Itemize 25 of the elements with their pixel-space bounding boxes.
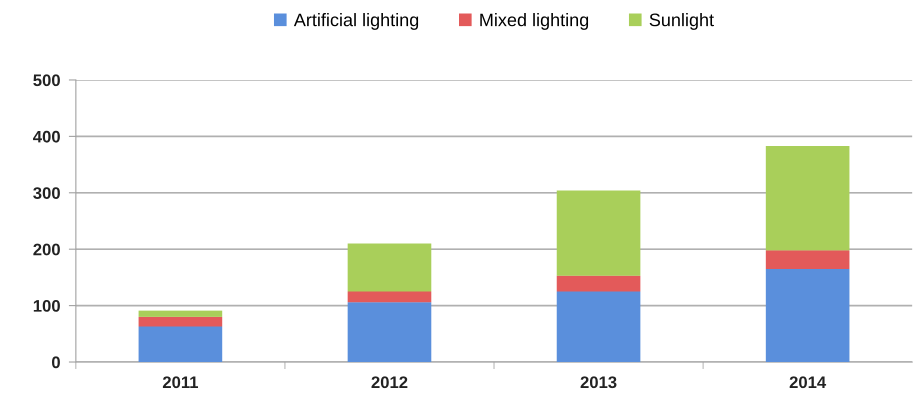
y-tick-label: 0 — [52, 356, 60, 368]
bar — [766, 268, 850, 362]
y-tick-label: 100 — [34, 300, 60, 312]
y-tick-label: 300 — [33, 187, 60, 200]
bar — [348, 244, 432, 292]
bar — [348, 302, 432, 362]
x-tick-label: 2014 — [790, 376, 826, 388]
bar — [766, 146, 850, 250]
legend-label: Mixed lighting — [480, 13, 588, 30]
bar — [138, 310, 222, 317]
x-tick-label: 2012 — [372, 376, 408, 388]
legend-label: Artificial lighting — [294, 13, 418, 30]
x-tick-label: 2013 — [580, 376, 616, 388]
x-tick-label: 2011 — [162, 376, 198, 388]
y-tick-label: 400 — [33, 130, 60, 143]
bar — [138, 326, 222, 362]
y-tick-label: 200 — [33, 244, 60, 256]
bar — [348, 292, 432, 302]
bar — [556, 276, 640, 292]
bar — [556, 190, 640, 276]
bar — [138, 316, 222, 326]
bar — [766, 250, 850, 269]
bar — [556, 292, 640, 362]
y-tick-label: 500 — [33, 74, 60, 86]
legend-label: Sunlight — [650, 13, 714, 30]
